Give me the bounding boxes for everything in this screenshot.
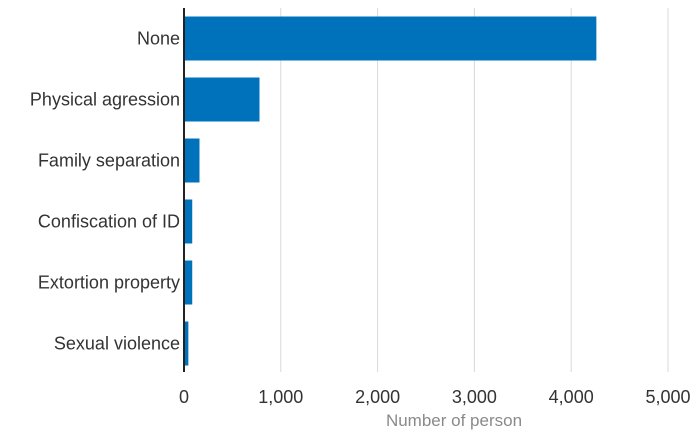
bar [184,16,597,61]
bar [184,321,189,366]
bars [184,16,597,366]
gridlines [280,8,669,372]
category-label: Sexual violence [54,334,180,354]
x-tick-label: 5,000 [645,387,690,407]
bar [184,138,200,183]
category-label: Extortion property [38,273,180,293]
x-tick-label: 3,000 [452,387,497,407]
category-label: Confiscation of ID [38,212,180,232]
bar [184,260,193,305]
x-tick-label: 4,000 [549,387,594,407]
category-labels: None Physical agression Family separation C… [30,29,180,354]
x-tick-labels: 0 1,000 2,000 3,000 4,000 5,000 [179,387,691,407]
x-tick-label: 0 [179,387,189,407]
category-label: None [137,29,180,49]
category-label: Family separation [38,151,180,171]
bar [184,199,193,244]
category-label: Physical agression [30,90,180,110]
x-tick-label: 2,000 [355,387,400,407]
x-tick-label: 1,000 [258,387,303,407]
x-axis-title: Number of person [386,411,522,430]
bar [184,77,260,122]
